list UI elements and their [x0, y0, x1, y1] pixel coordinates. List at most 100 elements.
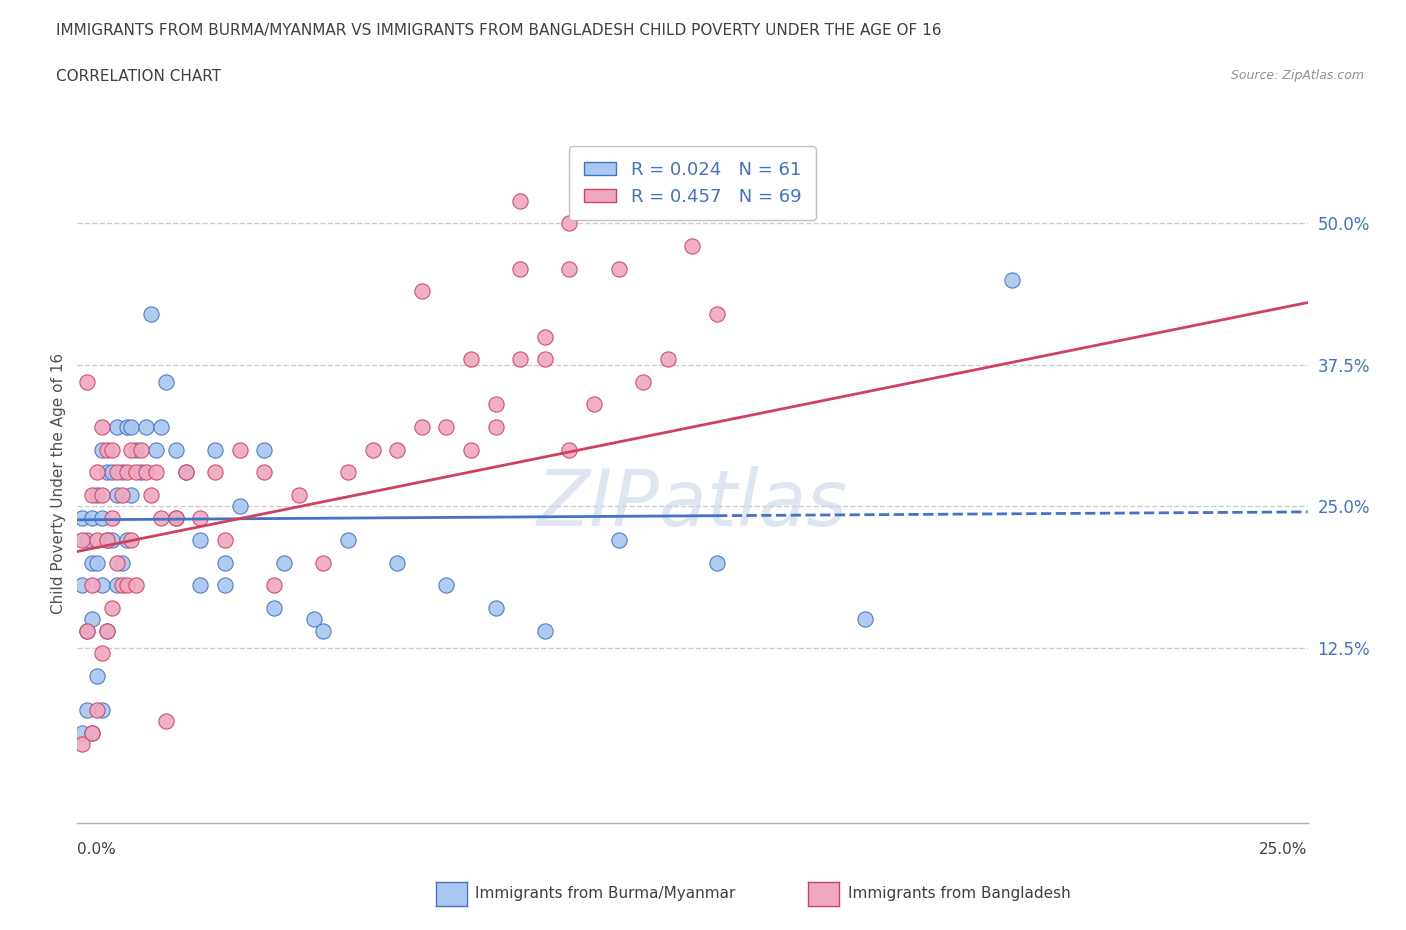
- Point: [436, 578, 458, 593]
- Point: [135, 419, 157, 434]
- Point: [105, 419, 128, 434]
- Point: [90, 487, 114, 502]
- Point: [96, 465, 118, 480]
- Point: [70, 578, 93, 593]
- Point: [607, 261, 630, 276]
- Point: [141, 307, 163, 322]
- Point: [76, 375, 98, 390]
- Point: [558, 443, 581, 458]
- Point: [96, 533, 118, 548]
- Point: [263, 578, 285, 593]
- Point: [76, 533, 98, 548]
- Point: [204, 465, 226, 480]
- Point: [411, 419, 433, 434]
- Point: [90, 510, 114, 525]
- Point: [1001, 272, 1024, 287]
- Point: [150, 419, 173, 434]
- Point: [534, 352, 557, 366]
- Point: [82, 725, 104, 740]
- Point: [337, 533, 360, 548]
- Point: [96, 623, 118, 638]
- Point: [115, 578, 138, 593]
- Point: [101, 510, 124, 525]
- Point: [385, 443, 409, 458]
- Point: [633, 375, 655, 390]
- Text: Immigrants from Burma/Myanmar: Immigrants from Burma/Myanmar: [475, 886, 735, 901]
- Text: IMMIGRANTS FROM BURMA/MYANMAR VS IMMIGRANTS FROM BANGLADESH CHILD POVERTY UNDER : IMMIGRANTS FROM BURMA/MYANMAR VS IMMIGRA…: [56, 23, 942, 38]
- Point: [90, 646, 114, 661]
- Point: [111, 465, 132, 480]
- Point: [460, 352, 482, 366]
- Point: [115, 465, 138, 480]
- Point: [165, 510, 187, 525]
- Point: [657, 352, 679, 366]
- Point: [558, 261, 581, 276]
- Point: [165, 510, 187, 525]
- Point: [263, 601, 285, 616]
- Point: [214, 555, 236, 570]
- Point: [96, 623, 118, 638]
- Point: [105, 555, 128, 570]
- Point: [82, 578, 104, 593]
- Point: [288, 487, 311, 502]
- Point: [121, 443, 143, 458]
- Point: [86, 487, 108, 502]
- Point: [111, 487, 132, 502]
- Point: [70, 737, 93, 751]
- Point: [115, 419, 138, 434]
- Point: [90, 443, 114, 458]
- Point: [253, 443, 276, 458]
- Point: [583, 397, 606, 412]
- Point: [70, 510, 93, 525]
- Point: [129, 465, 153, 480]
- Point: [111, 578, 132, 593]
- Point: [86, 533, 108, 548]
- Point: [558, 216, 581, 231]
- Point: [509, 352, 531, 366]
- Point: [534, 329, 557, 344]
- Point: [214, 578, 236, 593]
- Point: [125, 443, 148, 458]
- Text: 25.0%: 25.0%: [1260, 842, 1308, 857]
- Point: [607, 533, 630, 548]
- Point: [70, 533, 93, 548]
- Point: [228, 443, 252, 458]
- Point: [165, 443, 187, 458]
- Point: [105, 487, 128, 502]
- Point: [534, 623, 557, 638]
- Point: [90, 578, 114, 593]
- Point: [70, 725, 93, 740]
- Point: [125, 578, 148, 593]
- Legend: R = 0.024   N = 61, R = 0.457   N = 69: R = 0.024 N = 61, R = 0.457 N = 69: [569, 146, 815, 220]
- Point: [90, 419, 114, 434]
- Point: [96, 533, 118, 548]
- Point: [228, 498, 252, 513]
- Point: [86, 702, 108, 717]
- Point: [90, 702, 114, 717]
- Point: [312, 555, 335, 570]
- Point: [150, 510, 173, 525]
- Point: [86, 465, 108, 480]
- Point: [101, 465, 124, 480]
- Point: [485, 397, 508, 412]
- Point: [853, 612, 876, 627]
- Point: [188, 510, 212, 525]
- Point: [706, 307, 728, 322]
- Point: [101, 601, 124, 616]
- Point: [312, 623, 335, 638]
- Point: [174, 465, 197, 480]
- Point: [125, 465, 148, 480]
- Point: [101, 533, 124, 548]
- Text: Source: ZipAtlas.com: Source: ZipAtlas.com: [1230, 69, 1364, 82]
- Point: [115, 533, 138, 548]
- Point: [101, 443, 124, 458]
- Point: [385, 555, 409, 570]
- Point: [82, 725, 104, 740]
- Point: [337, 465, 360, 480]
- Point: [121, 419, 143, 434]
- Point: [86, 669, 108, 684]
- Point: [485, 601, 508, 616]
- Point: [121, 533, 143, 548]
- Point: [682, 239, 704, 254]
- Point: [121, 487, 143, 502]
